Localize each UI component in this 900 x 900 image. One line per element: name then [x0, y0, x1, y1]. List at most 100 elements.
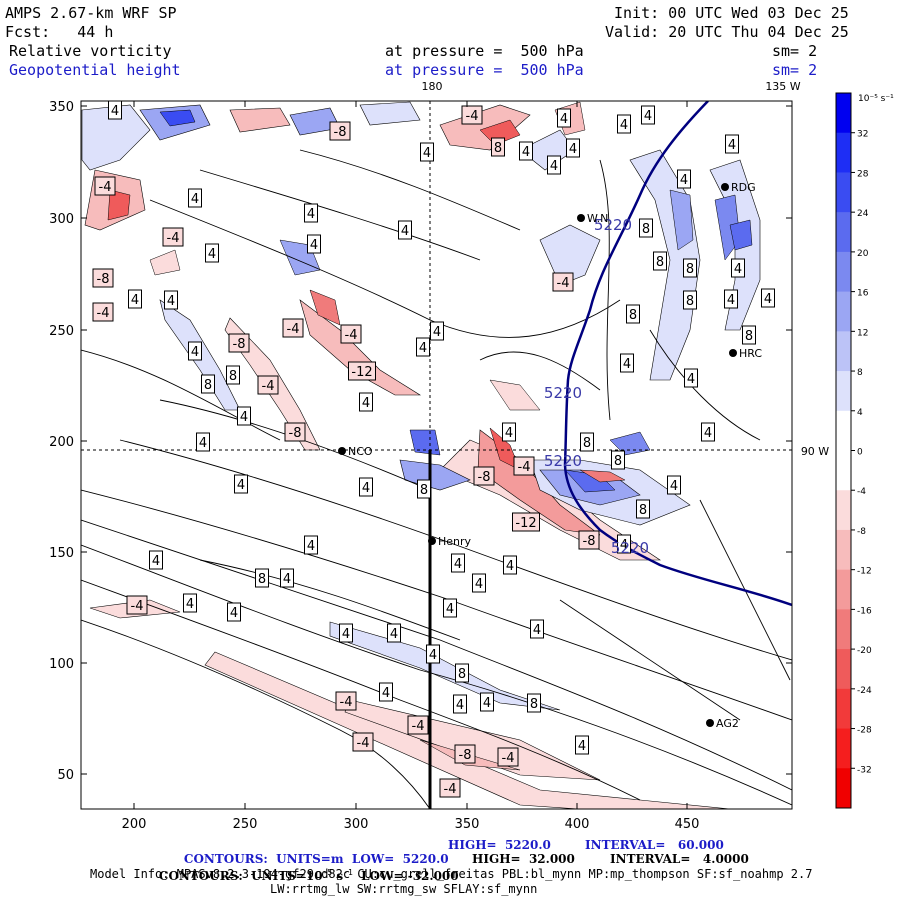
field2-smoothing: sm= 2	[772, 61, 818, 79]
footer-vort-interval: INTERVAL= 4.0000	[610, 852, 749, 866]
colorbar-swatch	[836, 450, 851, 491]
contour-label-text: 4	[533, 623, 541, 638]
contour-label: 8	[226, 365, 240, 385]
contour-label: 4	[451, 553, 465, 573]
contour-label-text: -4	[340, 695, 353, 710]
contour-label-text: 4	[446, 602, 454, 617]
contour-label-text: 4	[362, 481, 370, 496]
contour-label-text: 4	[505, 426, 513, 441]
colorbar-label: -20	[857, 646, 872, 656]
contour-label-text: 4	[310, 238, 318, 253]
x-tick-label: 300	[344, 817, 369, 832]
contour-label: -4	[439, 778, 461, 798]
colorbar-label: -12	[857, 567, 872, 577]
y-axis: 350 300 250 200 150 100 50	[49, 100, 792, 783]
contour-label-text: 8	[458, 667, 466, 682]
contour-label: 4	[234, 474, 248, 494]
contour-label-text: -4	[131, 599, 144, 614]
contour-label-text: 8	[642, 222, 650, 237]
colorbar-swatch	[836, 609, 851, 650]
contour-label: -8	[473, 466, 495, 486]
lon-90w-label: 90 W	[801, 445, 829, 458]
init-time: Init: 00 UTC Wed 03 Dec 25	[614, 4, 849, 22]
height-label: 5220	[544, 384, 582, 402]
contour-label-text: 4	[506, 559, 514, 574]
contour-label-text: 4	[237, 478, 245, 493]
colorbar-label: 4	[857, 408, 863, 418]
contour-label-text: -4	[412, 719, 425, 734]
contour-label: 4	[420, 142, 434, 162]
contour-label-text: 4	[734, 262, 742, 277]
contour-label-text: 4	[644, 109, 652, 124]
contour-label: 4	[620, 353, 634, 373]
contour-label-text: 8	[204, 378, 212, 393]
colorbar-swatch	[836, 490, 851, 531]
contour-label: 4	[519, 141, 533, 161]
contour-label-text: 4	[152, 554, 160, 569]
colorbar-swatch	[836, 529, 851, 571]
station-label: W.N	[587, 212, 608, 225]
contour-label: 8	[455, 663, 469, 683]
contour-label: -4	[94, 176, 116, 196]
geopotential-contour	[563, 101, 792, 607]
lon-180-label: 180	[422, 80, 443, 93]
contour-label: 4	[641, 105, 655, 125]
contour-label: -8	[329, 121, 351, 141]
contour-label-text: 8	[229, 369, 237, 384]
colorbar-label: 24	[857, 209, 869, 219]
contour-label: 8	[527, 693, 541, 713]
contour-label-text: -4	[262, 379, 275, 394]
x-tick-label: 450	[675, 817, 700, 832]
contour-label: -12	[512, 512, 540, 532]
contour-label-text: 8	[614, 454, 622, 469]
contour-label: -4	[407, 715, 429, 735]
contour-label-text: 4	[186, 597, 194, 612]
field2-pressure: at pressure = 500 hPa	[385, 61, 584, 79]
contour-label-text: 4	[401, 224, 409, 239]
contour-label: 4	[677, 169, 691, 189]
contour-label: 4	[575, 735, 589, 755]
contour-label: 4	[188, 188, 202, 208]
colorbar: 32 28 24 20 16 12 8 4 0 -4 -8 -12 -16 -20 -24 -28 -32	[835, 92, 872, 809]
contour-label: 4	[502, 422, 516, 442]
contour-label: 4	[725, 134, 739, 154]
contour-label: -4	[552, 272, 574, 292]
contour-label-text: -4	[345, 328, 358, 343]
contour-label: 4	[684, 368, 698, 388]
stations: RDG HRC NCO Henry AG2 W.N	[338, 181, 762, 730]
station-label: HRC	[739, 347, 762, 360]
contour-label-text: -4	[557, 276, 570, 291]
colorbar-label: -8	[857, 527, 866, 537]
contour-label: -8	[92, 268, 114, 288]
contour-label-text: 4	[569, 142, 577, 157]
contour-label-text: 4	[433, 325, 441, 340]
contour-label: -4	[257, 375, 279, 395]
colorbar-swatch	[836, 251, 851, 293]
contour-label: 4	[359, 392, 373, 412]
colorbar-label: 12	[857, 328, 868, 338]
contour-label-text: 8	[656, 255, 664, 270]
contour-label: 4	[416, 337, 430, 357]
contour-label: 4	[472, 573, 486, 593]
contour-label: 4	[503, 555, 517, 575]
colorbar-swatch	[836, 132, 851, 173]
contour-label: 4	[304, 203, 318, 223]
contour-label: 4	[667, 475, 681, 495]
x-tick-label: 250	[233, 817, 258, 832]
contour-label: 4	[617, 114, 631, 134]
colorbar-label: 28	[857, 169, 869, 179]
contour-label-text: 4	[208, 247, 216, 262]
field1-smoothing: sm= 2	[772, 42, 818, 60]
colorbar-swatch	[836, 688, 851, 730]
contour-label-text: 4	[199, 436, 207, 451]
height-label: 5220	[611, 539, 649, 557]
x-tick-label: 200	[122, 817, 147, 832]
contour-label: 4	[761, 288, 775, 308]
colorbar-swatch	[836, 649, 851, 690]
station-marker: NCO	[338, 445, 373, 458]
contour-label: -8	[454, 744, 476, 764]
contour-label: 8	[611, 450, 625, 470]
contour-label-text: 4	[560, 112, 568, 127]
contour-label: -4	[513, 456, 535, 476]
